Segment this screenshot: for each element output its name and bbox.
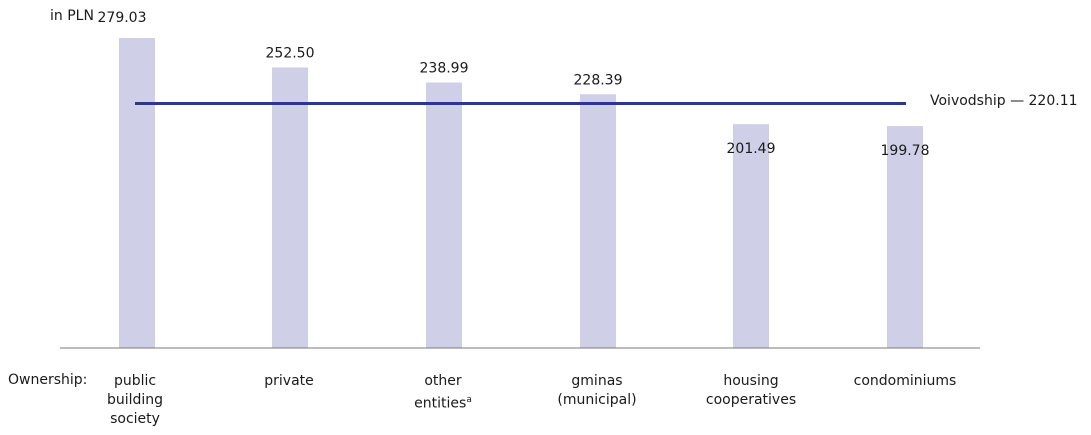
value-label-3: 228.39 [574,72,623,88]
category-label-public-building-society: public building society [106,373,164,427]
category-label-condominiums: condominiums [853,373,957,389]
value-labels-group: 279.03 252.50 238.99 228.39 201.49 199.78 [98,10,930,159]
bar-4 [733,124,769,348]
bar-1 [272,67,308,348]
unit-label: in PLN [50,8,94,24]
category-label-housing-cooperatives: housing cooperatives [705,373,797,408]
value-label-5: 199.78 [881,143,930,159]
value-label-2: 238.99 [420,60,469,76]
bar-2 [426,82,462,349]
category-label-private: private [264,373,314,389]
value-label-1: 252.50 [266,45,315,61]
reference-line-label: Voivodship — 220.11 [930,93,1078,110]
value-label-4: 201.49 [727,141,776,157]
category-label-gminas: gminas (municipal) [557,373,637,408]
bars-group [119,38,923,349]
bar-5 [887,126,923,349]
category-label-other-entities: other entitiesa [414,373,472,412]
bar-3 [580,94,616,348]
x-axis-label: Ownership: [8,372,88,388]
bar-0 [119,38,155,348]
value-label-0: 279.03 [98,10,147,26]
